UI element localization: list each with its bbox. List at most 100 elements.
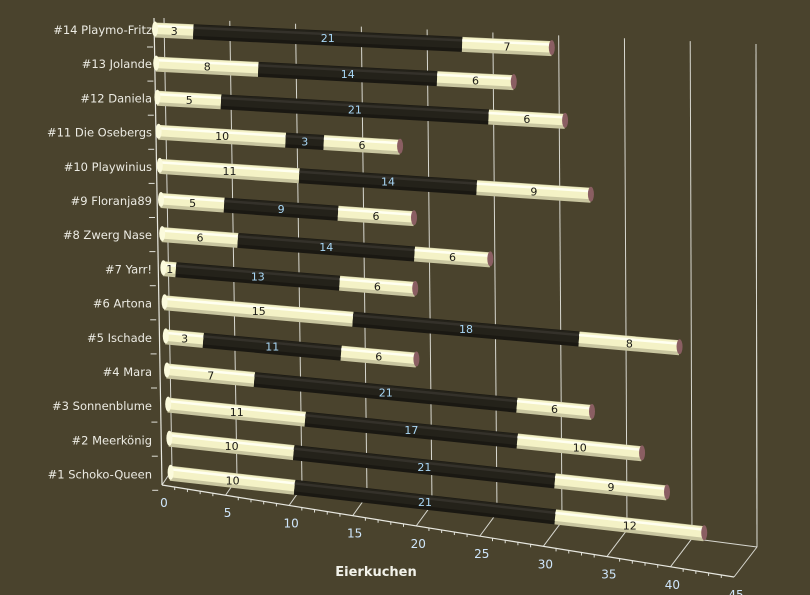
bar-start-cap (152, 21, 158, 37)
bar-row: 7 21 6 (164, 362, 595, 420)
bars: 3 21 7 8 14 6 5 21 6 10 3 6 11 14 9 5 9 6 6 14 6 1 13 6 15 18 8 3 11… (152, 21, 708, 542)
bar-segment-highlight (338, 207, 415, 216)
bar-end-cap (664, 484, 670, 500)
bar-segment (337, 206, 415, 223)
bar-segment (294, 480, 556, 521)
x-tick-label: 45 (728, 588, 743, 595)
bar-segment (167, 398, 306, 424)
x-tick-label: 30 (538, 557, 553, 571)
bar-segment-highlight (157, 92, 222, 100)
x-tick-label: 10 (283, 516, 298, 530)
bar-segment-highlight (221, 96, 489, 115)
data-label: 6 (197, 232, 204, 245)
bar-segment (258, 62, 438, 83)
bar-segment (154, 23, 194, 36)
data-label: 3 (171, 25, 178, 38)
bar-start-cap (158, 192, 164, 207)
bar-segment (202, 333, 342, 358)
bar-segment (414, 247, 491, 264)
bar-segment (159, 159, 300, 180)
gridline (689, 41, 693, 539)
bar-row: 10 21 9 (166, 430, 670, 501)
bar-end-cap (397, 138, 404, 154)
bar-segment (253, 372, 518, 410)
bar-segment-highlight (193, 26, 463, 42)
category-label: #10 Playwinius (64, 160, 152, 174)
bar-segment (323, 135, 401, 152)
bar-start-cap (155, 123, 162, 139)
bar-segment (554, 473, 668, 497)
data-label: 9 (608, 481, 615, 494)
bar-segment-highlight (154, 24, 194, 30)
bar-segment-highlight (554, 475, 668, 491)
data-label: 14 (319, 241, 333, 254)
bar-segment-highlight (156, 58, 259, 67)
data-label: 1 (166, 263, 173, 276)
bar-segment-highlight (516, 399, 593, 410)
bar-segment (293, 445, 556, 485)
bar-start-cap (156, 157, 163, 173)
data-label: 6 (551, 403, 558, 416)
bar-segment-highlight (203, 335, 342, 351)
category-labels: #14 Playmo-Fritz #13 Jolande #12 Daniela #1… (47, 23, 152, 482)
bar-end-cap (587, 186, 594, 202)
x-tick-label: 5 (224, 506, 232, 520)
data-label: 7 (207, 369, 214, 382)
bar-segment-highlight (437, 73, 514, 80)
bar-segment (298, 168, 478, 192)
bar-segment-highlight (323, 137, 401, 145)
category-label: #6 Artona (93, 297, 152, 311)
bar-segment (237, 233, 416, 259)
bar-row: 3 11 6 (162, 328, 420, 368)
category-label: #7 Yarr! (105, 262, 152, 276)
bar-segment-highlight (293, 447, 556, 479)
data-label: 6 (375, 351, 382, 364)
bar-row: 15 18 8 (161, 294, 683, 356)
data-label: 5 (189, 197, 196, 210)
bar-segment (516, 398, 593, 417)
bar-segment-highlight (159, 161, 300, 173)
bar-start-cap (162, 328, 169, 344)
bar-segment (436, 71, 515, 87)
bar-segment-highlight (164, 297, 354, 317)
bar-segment (169, 466, 296, 492)
bar-end-cap (510, 74, 517, 90)
bar-start-cap (153, 55, 160, 71)
data-label: 17 (404, 424, 418, 437)
bar-segment-highlight (254, 374, 518, 403)
bar-segment (165, 329, 204, 345)
category-label: #8 Zwerg Nase (63, 228, 152, 242)
bar-end-cap (639, 445, 646, 461)
bar-end-cap (487, 251, 494, 267)
bar-segment-highlight (166, 365, 255, 377)
data-label: 10 (226, 474, 240, 487)
category-label: #2 Meerkönig (72, 433, 152, 447)
floor-gridline (733, 546, 758, 578)
data-label: 21 (348, 103, 362, 116)
bar-segment-highlight (168, 399, 306, 417)
bar-segment-highlight (462, 39, 552, 46)
bar-start-cap (161, 294, 168, 310)
bar-end-cap (676, 339, 683, 355)
bar-segment-highlight (488, 111, 566, 119)
bar-segment (554, 509, 705, 538)
data-label: 18 (459, 323, 473, 336)
bar-segment-highlight (170, 468, 295, 485)
bar-segment-highlight (476, 182, 592, 193)
bar-segment-highlight (555, 511, 705, 532)
bar-segment (157, 91, 222, 106)
data-label: 11 (230, 406, 244, 419)
data-label: 7 (504, 41, 511, 54)
x-tick-label: 0 (160, 496, 168, 510)
bar-end-cap (701, 525, 708, 541)
x-axis-title: Eierkuchen (335, 565, 417, 580)
bar-segment-highlight (294, 482, 556, 515)
bar-start-cap (154, 89, 161, 105)
bar-start-cap (166, 430, 173, 446)
bar-start-cap (160, 260, 167, 276)
bar-row: 5 9 6 (158, 192, 417, 227)
floor-gridline (542, 521, 563, 547)
bar-start-cap (167, 464, 174, 480)
bar-end-cap (411, 210, 417, 226)
category-label: #14 Playmo-Fritz (53, 23, 152, 37)
